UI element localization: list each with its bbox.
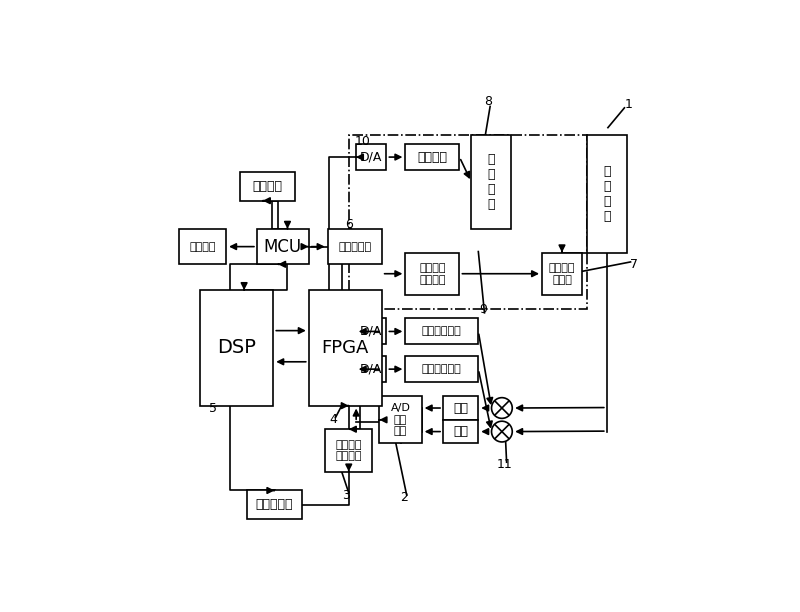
Text: 隔离放大: 隔离放大: [418, 151, 447, 163]
Text: MCU: MCU: [264, 237, 302, 256]
Bar: [379, 396, 422, 443]
Text: 自动平衡
控制器: 自动平衡 控制器: [549, 263, 575, 285]
Bar: [200, 290, 274, 406]
Text: D/A: D/A: [360, 325, 382, 338]
Text: 7: 7: [630, 258, 638, 271]
Bar: [406, 253, 459, 295]
Text: FPGA: FPGA: [322, 339, 369, 357]
Text: 实时相位
计算模块: 实时相位 计算模块: [335, 439, 362, 461]
Text: 报警与排除: 报警与排除: [338, 242, 371, 252]
Text: 5: 5: [210, 401, 218, 414]
Bar: [471, 135, 511, 229]
Text: 平衡信号
产生模块: 平衡信号 产生模块: [419, 263, 446, 285]
Text: 滤波: 滤波: [453, 401, 468, 414]
Text: 接
收
电
路: 接 收 电 路: [603, 165, 610, 223]
Bar: [356, 356, 386, 382]
Bar: [179, 229, 226, 264]
Bar: [406, 356, 478, 382]
Text: 11: 11: [496, 458, 512, 471]
Text: 2: 2: [401, 491, 408, 504]
Bar: [356, 318, 386, 345]
Bar: [586, 135, 626, 253]
Bar: [240, 173, 294, 201]
Text: DSP: DSP: [218, 338, 256, 357]
Text: 1: 1: [624, 97, 632, 111]
Text: 4: 4: [330, 413, 338, 427]
Text: 电机控制: 电机控制: [190, 242, 216, 252]
Bar: [349, 135, 586, 309]
Text: 解调基准信号: 解调基准信号: [422, 326, 462, 337]
Text: 解调基准信号: 解调基准信号: [422, 364, 462, 374]
Bar: [327, 229, 382, 264]
Text: 6: 6: [345, 218, 353, 231]
Text: 9: 9: [479, 302, 487, 316]
Text: D/A: D/A: [360, 363, 382, 376]
Text: A/D
采样
电路: A/D 采样 电路: [390, 403, 410, 436]
Bar: [542, 253, 582, 295]
Text: 发
射
电
路: 发 射 电 路: [487, 153, 495, 211]
Text: 滤波: 滤波: [453, 425, 468, 438]
Text: D/A: D/A: [360, 151, 382, 163]
Text: 10: 10: [355, 135, 371, 148]
Bar: [309, 290, 382, 406]
Bar: [406, 144, 459, 170]
Bar: [247, 490, 302, 519]
Bar: [257, 229, 309, 264]
Text: 灵敏度调节: 灵敏度调节: [256, 498, 294, 511]
Text: 3: 3: [342, 489, 350, 502]
Bar: [406, 318, 478, 345]
Bar: [325, 429, 372, 472]
Bar: [356, 144, 386, 170]
Bar: [443, 396, 478, 420]
Text: 人机对话: 人机对话: [253, 180, 282, 193]
Text: 8: 8: [484, 95, 492, 108]
Bar: [443, 420, 478, 443]
